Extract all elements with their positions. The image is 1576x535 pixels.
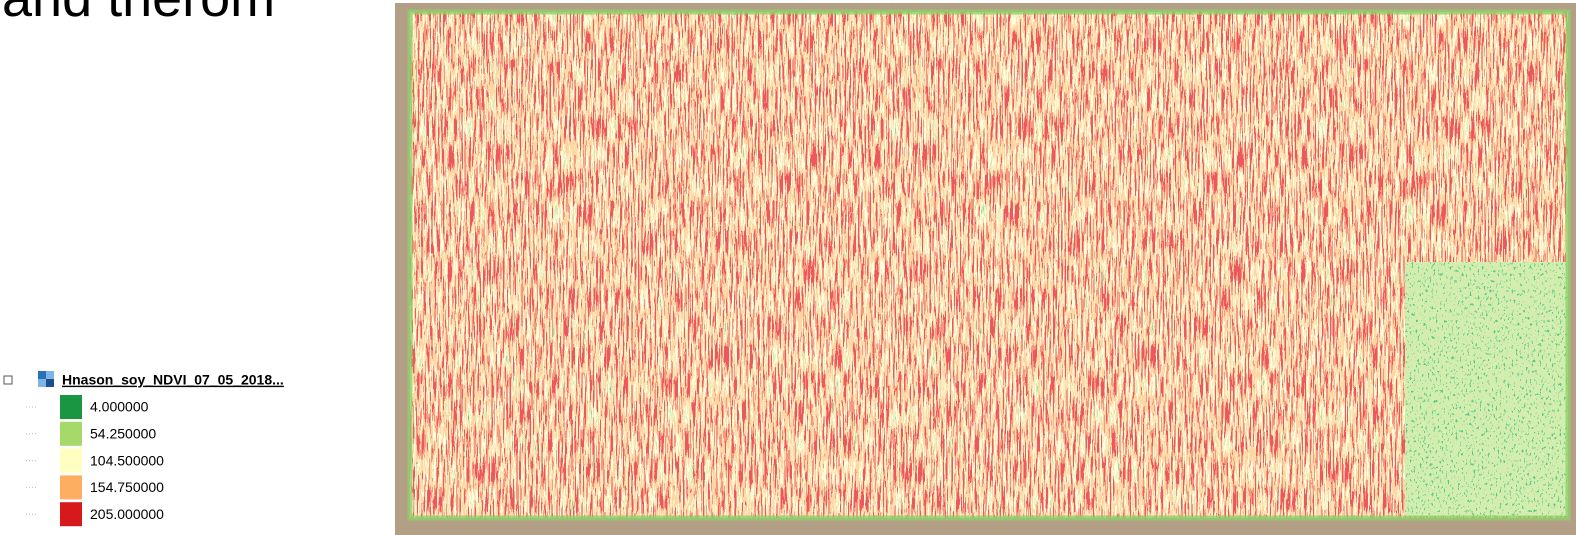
legend-label: 54.250000 <box>90 426 156 442</box>
ndvi-raster-corner <box>1405 262 1568 516</box>
legend-label: 4.000000 <box>90 399 149 415</box>
map-canvas <box>395 3 1576 535</box>
layer-name[interactable]: Hnason_soy_NDVI_07_05_2018... <box>62 372 284 388</box>
ndvi-raster <box>410 12 1568 518</box>
legend-label: 205.000000 <box>90 506 164 522</box>
raster-icon <box>38 371 54 387</box>
legend-label: 104.500000 <box>90 452 164 468</box>
slide-title: and therom <box>2 0 275 28</box>
screenshot: and therom Hnason_soy_NDVI_07_05_2018...… <box>0 0 1576 535</box>
legend-swatch <box>60 395 82 419</box>
legend-label: 154.750000 <box>90 479 164 495</box>
legend-swatch <box>60 422 82 446</box>
legend-swatch <box>60 475 82 499</box>
legend-swatch <box>60 449 82 473</box>
legend-swatch <box>60 502 82 526</box>
layer-legend: Hnason_soy_NDVI_07_05_2018... 4.000000 54… <box>0 360 394 535</box>
